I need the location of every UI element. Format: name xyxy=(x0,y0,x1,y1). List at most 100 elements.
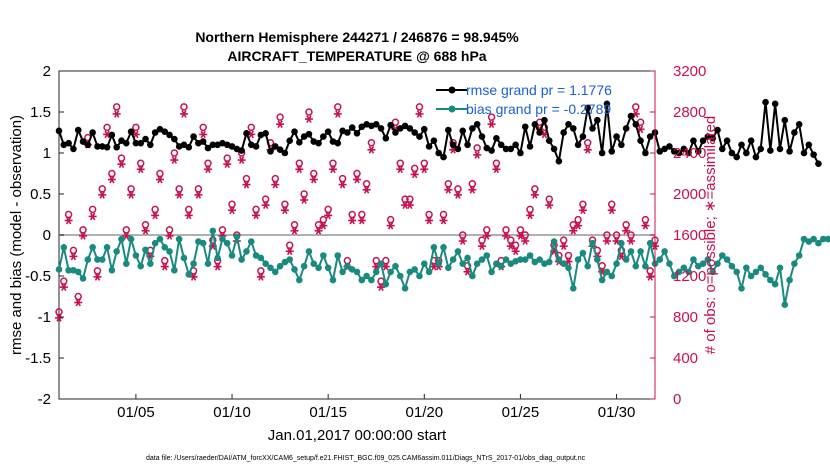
series-rmse-point xyxy=(334,139,342,147)
obs-assimilated-stroke xyxy=(311,175,317,184)
series-bias-point xyxy=(257,254,265,262)
series-bias-point xyxy=(416,272,423,280)
series-rmse-point xyxy=(171,135,178,143)
series-bias-point xyxy=(521,256,529,263)
series-rmse-point xyxy=(550,145,558,153)
series-rmse-point xyxy=(781,116,789,124)
obs-possible-marker xyxy=(295,159,304,167)
series-rmse-point xyxy=(723,137,731,144)
series-bias-point xyxy=(171,266,178,274)
series-rmse-point xyxy=(603,100,611,108)
obs-possible-marker xyxy=(367,139,376,147)
series-rmse-point xyxy=(238,147,245,154)
obs-assimilated-stroke xyxy=(378,283,384,292)
series-bias-point xyxy=(757,264,765,272)
series-rmse-point xyxy=(752,153,760,161)
obs-possible-marker xyxy=(410,164,419,173)
obs-assimilated-stroke xyxy=(320,221,327,230)
series-rmse-point xyxy=(512,141,519,149)
obs-possible-marker xyxy=(247,123,256,132)
obs-possible-marker xyxy=(160,256,169,265)
series-bias-point xyxy=(262,260,269,268)
obs-assimilated-stroke xyxy=(335,110,341,118)
series-rmse-point xyxy=(680,145,688,153)
obs-assimilated-stroke xyxy=(440,216,447,225)
series-bias-point xyxy=(118,235,125,243)
obs-assimilated-stroke xyxy=(604,237,610,245)
obs-assimilated-marker xyxy=(276,120,285,129)
series-rmse-point xyxy=(65,139,72,147)
series-rmse-point xyxy=(209,141,217,149)
obs-assimilated-marker xyxy=(271,180,280,189)
obs-assimilated-marker xyxy=(453,191,462,199)
series-rmse-point xyxy=(79,138,87,145)
obs-assimilated-stroke xyxy=(339,180,346,189)
series-bias-point xyxy=(502,256,510,263)
obs-assimilated-stroke xyxy=(464,267,471,276)
obs-possible-marker xyxy=(257,267,265,275)
obs-possible-marker xyxy=(483,226,491,234)
obs-assimilated-marker xyxy=(362,185,371,194)
series-bias-point xyxy=(122,260,130,268)
obs-possible-marker xyxy=(281,200,289,208)
series-rmse-point xyxy=(84,141,92,149)
series-rmse-point xyxy=(430,137,438,144)
series-rmse-point xyxy=(747,137,755,144)
series-bias-point xyxy=(214,254,221,262)
series-rmse-point xyxy=(584,104,592,112)
series-bias-point xyxy=(464,254,471,262)
y-axis-label: rmse and bias (model - observation) xyxy=(8,115,25,355)
obs-assimilated-stroke xyxy=(133,130,139,139)
series-bias-point xyxy=(228,252,236,259)
series-rmse-point xyxy=(142,135,149,143)
series-rmse-point xyxy=(795,121,803,128)
series-bias-point xyxy=(276,262,284,270)
obs-possible-marker xyxy=(156,169,164,178)
obs-assimilated-marker xyxy=(386,221,395,230)
obs-assimilated-stroke xyxy=(162,262,168,271)
series-bias-point xyxy=(613,260,620,268)
series-rmse-point xyxy=(420,125,428,133)
series-rmse-point xyxy=(281,149,289,157)
obs-assimilated-stroke xyxy=(488,120,495,129)
series-bias-point xyxy=(344,262,351,270)
obs-assimilated-marker xyxy=(242,180,251,189)
obs-assimilated-stroke xyxy=(503,232,509,240)
series-bias-point xyxy=(632,262,640,270)
x-axis-label: Jan.01,2017 00:00:00 start xyxy=(268,427,447,444)
obs-possible-marker xyxy=(401,195,409,203)
obs-assimilated-stroke xyxy=(214,262,221,271)
y-tick-label: -2 xyxy=(38,391,51,408)
obs-assimilated-marker xyxy=(324,211,333,220)
obs-assimilated-stroke xyxy=(113,110,120,118)
obs-possible-marker xyxy=(607,200,616,208)
y-tick-label: 1.5 xyxy=(30,104,51,121)
obs-possible-marker xyxy=(439,210,448,219)
obs-assimilated-marker xyxy=(473,151,482,159)
series-rmse-point xyxy=(666,143,673,150)
series-rmse-point xyxy=(469,125,476,132)
obs-possible-marker xyxy=(136,159,145,167)
series-rmse-point xyxy=(435,149,443,157)
obs-possible-marker xyxy=(276,113,284,121)
series-rmse-point xyxy=(502,145,510,153)
series-rmse-point xyxy=(594,116,601,124)
series-bias-point xyxy=(459,260,467,268)
obs-assimilated-stroke xyxy=(575,221,581,230)
obs-assimilated-stroke xyxy=(325,211,331,220)
obs-possible-marker xyxy=(170,149,179,157)
obs-assimilated-marker xyxy=(184,211,193,220)
obs-assimilated-stroke xyxy=(195,191,202,199)
series-bias-point xyxy=(329,276,337,284)
series-rmse-point xyxy=(262,130,269,137)
series-rmse-point xyxy=(733,153,741,161)
series-rmse-point xyxy=(521,123,529,131)
series-rmse-point xyxy=(800,149,808,157)
obs-assimilated-stroke xyxy=(330,165,336,174)
obs-possible-marker xyxy=(415,103,424,111)
obs-assimilated-stroke xyxy=(190,273,197,281)
obs-possible-marker xyxy=(559,236,568,244)
series-bias-point xyxy=(656,256,664,263)
series-bias-point xyxy=(771,280,779,288)
obs-possible-marker xyxy=(334,103,342,111)
